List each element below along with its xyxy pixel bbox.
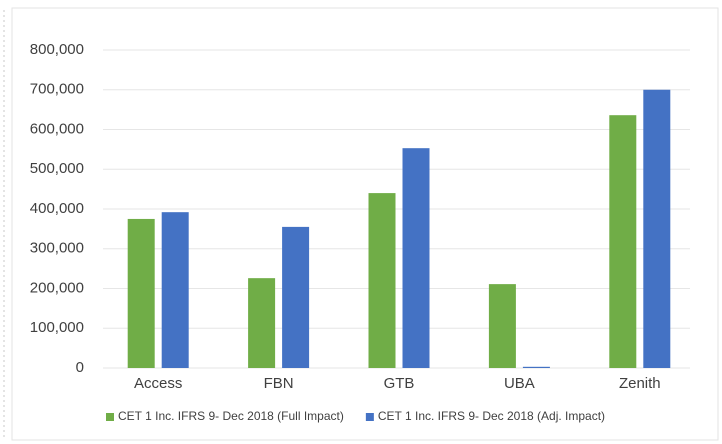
x-tick-label: UBA: [504, 375, 535, 392]
x-tick-label: GTB: [384, 375, 415, 392]
legend-swatch: [365, 413, 374, 421]
bar: [488, 284, 516, 368]
legend-label: CET 1 Inc. IFRS 9- Dec 2018 (Adj. Impact…: [378, 409, 605, 423]
y-tick-label: 100,000: [30, 319, 84, 336]
bar: [368, 193, 396, 368]
y-tick-label: 400,000: [30, 200, 84, 217]
y-tick-label: 500,000: [30, 160, 84, 177]
bar: [402, 148, 430, 368]
y-tick-label: 600,000: [30, 120, 84, 137]
bar: [161, 212, 189, 368]
bar: [127, 218, 155, 368]
bar: [248, 278, 276, 368]
bar: [282, 226, 310, 368]
bar: [643, 89, 671, 368]
y-tick-label: 700,000: [30, 81, 84, 98]
y-tick-label: 0: [76, 359, 84, 376]
y-tick-label: 300,000: [30, 240, 84, 257]
legend-label: CET 1 Inc. IFRS 9- Dec 2018 (Full Impact…: [118, 409, 344, 423]
bar: [522, 366, 550, 368]
x-tick-label: Access: [134, 375, 182, 392]
y-tick-label: 800,000: [30, 41, 84, 58]
legend-swatch: [106, 413, 114, 421]
bar: [609, 115, 637, 368]
y-tick-label: 200,000: [30, 279, 84, 296]
x-tick-label: Zenith: [619, 375, 661, 392]
x-tick-label: FBN: [264, 375, 294, 392]
